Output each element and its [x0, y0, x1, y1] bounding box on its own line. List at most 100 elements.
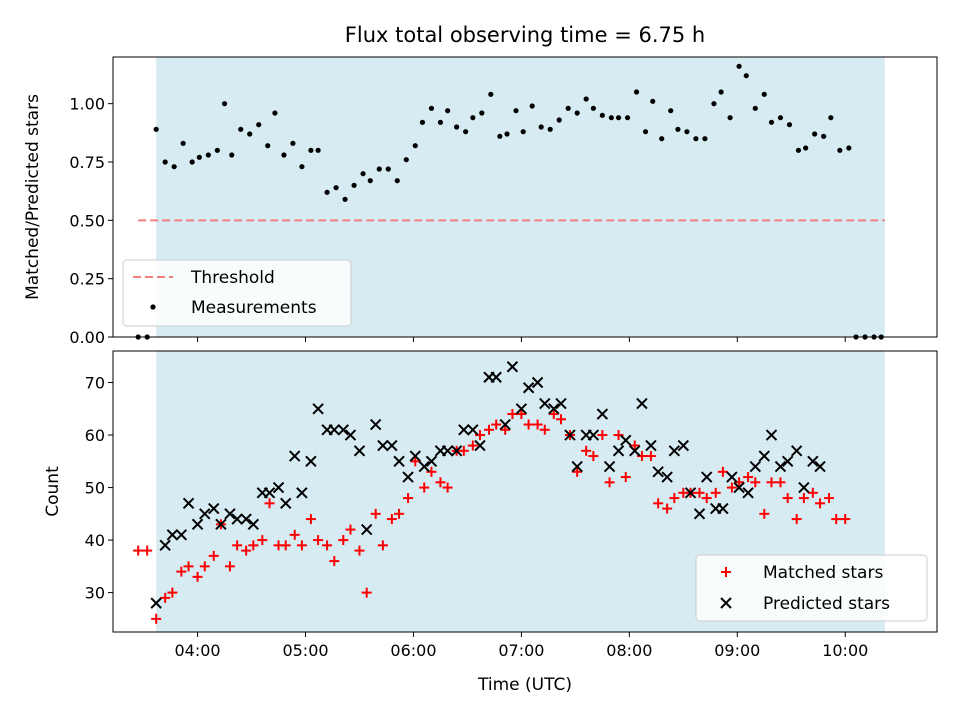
predicted-point — [224, 508, 236, 520]
matched-point — [224, 561, 235, 572]
x-tick-label: 05:00 — [282, 641, 328, 660]
measurement-point — [394, 178, 400, 184]
predicted-point — [515, 403, 528, 415]
chart-title: Flux total observing time = 6.75 h — [345, 23, 705, 47]
predicted-point — [555, 397, 567, 410]
measurement-point — [761, 91, 767, 97]
bottom-y-ticks: 30 40 50 60 70 — [85, 374, 113, 603]
measurement-point — [529, 103, 535, 109]
measurement-point — [479, 110, 485, 116]
matched-point — [669, 493, 680, 504]
predicted-point — [620, 434, 632, 446]
predicted-point — [661, 471, 673, 483]
matched-point — [491, 419, 502, 430]
matched-point — [289, 529, 300, 540]
measurement-point — [718, 89, 724, 95]
predicted-point — [522, 382, 535, 394]
matched-point — [743, 472, 754, 483]
matched-point — [507, 409, 518, 420]
y-tick-label: 1.00 — [69, 95, 105, 114]
measurement-point — [821, 133, 827, 139]
measurement-point — [590, 105, 596, 111]
matched-point — [257, 535, 268, 546]
bottom-legend: Matched stars Predicted stars — [695, 554, 928, 622]
predicted-point — [636, 397, 648, 410]
matched-point — [394, 508, 405, 519]
matched-point — [532, 419, 543, 430]
predicted-point — [182, 497, 195, 510]
measurement-point — [470, 115, 476, 121]
measurement-point — [463, 129, 469, 135]
legend-predicted-label: Predicted stars — [763, 594, 890, 614]
measurement-point — [538, 124, 544, 130]
predicted-point — [684, 487, 697, 499]
predicted-point — [208, 502, 220, 515]
matched-point — [824, 493, 835, 504]
measurement-point — [256, 122, 262, 128]
predicted-point — [571, 460, 583, 473]
matched-point — [588, 451, 599, 462]
predicted-point — [305, 455, 317, 468]
measurement-point — [803, 145, 809, 151]
predicted-point — [499, 418, 511, 431]
measurement-point — [281, 152, 287, 158]
predicted-point — [548, 403, 560, 415]
measurement-point — [351, 182, 357, 188]
predicted-point — [360, 523, 373, 536]
predicted-point — [312, 403, 324, 415]
matched-point — [798, 493, 809, 504]
matched-point — [750, 477, 761, 488]
predicted-point — [289, 450, 301, 462]
predicted-point — [159, 539, 171, 552]
x-tick-label: 04:00 — [175, 641, 221, 660]
matched-point — [701, 493, 712, 504]
matched-point — [782, 493, 793, 504]
predicted-point — [418, 460, 430, 473]
matched-point — [133, 545, 144, 556]
predicted-point — [490, 371, 502, 383]
matched-point — [192, 571, 203, 582]
measurement-point — [428, 105, 435, 111]
measurement-point — [437, 119, 444, 125]
measurement-point — [445, 108, 451, 114]
measurement-point — [583, 96, 589, 102]
predicted-point — [790, 445, 803, 457]
measurement-point — [504, 131, 510, 137]
matched-point — [831, 514, 842, 525]
top-y-axis-label: Matched/Predicted stars — [23, 94, 43, 300]
matched-point — [410, 456, 421, 467]
matched-point — [710, 487, 721, 498]
matched-point — [435, 477, 446, 488]
measurement-point — [162, 159, 168, 165]
matched-point — [775, 477, 786, 488]
y-tick-label: 60 — [85, 426, 105, 445]
matched-point — [539, 424, 550, 435]
predicted-point — [733, 481, 745, 494]
predicted-point — [353, 445, 366, 457]
measurement-point — [205, 152, 211, 158]
matched-point — [329, 556, 340, 567]
predicted-point — [645, 439, 657, 452]
measurement-point — [812, 131, 818, 137]
matched-point — [361, 587, 372, 598]
measurement-point — [752, 105, 758, 111]
matched-point — [377, 540, 388, 551]
predicted-point — [166, 529, 179, 541]
measurement-point — [828, 115, 834, 121]
matched-point — [160, 592, 171, 603]
predicted-point — [191, 518, 204, 531]
matched-point — [597, 430, 608, 441]
matched-point — [345, 524, 356, 535]
measurement-point — [684, 129, 690, 135]
bottom-axes-frame — [112, 350, 938, 633]
predicted-point — [742, 487, 754, 499]
measurement-point — [497, 133, 503, 139]
matched-point — [322, 540, 333, 551]
predicted-point — [272, 481, 285, 494]
bottom-x-ticks: 04:00 05:00 06:00 07:00 08:00 09:00 10:00 — [175, 632, 868, 660]
bottom-panel: 30 40 50 60 70 04:00 05:00 06:00 07:00 08:00 09:0… — [43, 350, 938, 695]
measurement-point — [702, 136, 708, 142]
top-y-ticks: 0.00 0.25 0.50 0.75 1.00 — [69, 95, 113, 347]
matched-point — [840, 514, 851, 525]
